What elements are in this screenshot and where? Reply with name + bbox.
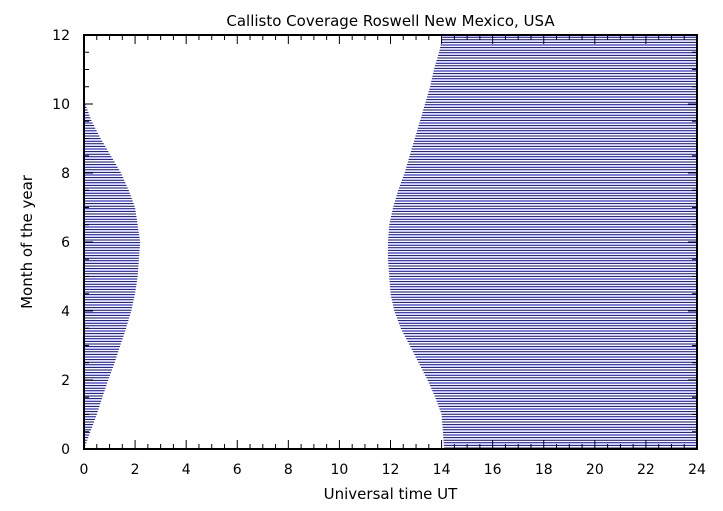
x-tick-label: 24 [688, 462, 706, 478]
x-tick-label: 18 [535, 462, 553, 478]
coverage-hatch-layer [84, 36, 697, 449]
x-tick-label: 20 [586, 462, 604, 478]
y-tick-label: 8 [61, 166, 70, 182]
x-tick-label: 2 [131, 462, 140, 478]
chart-title: Callisto Coverage Roswell New Mexico, US… [226, 12, 555, 30]
x-tick-label: 8 [284, 462, 293, 478]
y-axis-label: Month of the year [18, 174, 36, 309]
y-tick-label: 10 [52, 97, 70, 113]
x-axis-label: Universal time UT [324, 485, 459, 503]
x-tick-label: 16 [484, 462, 502, 478]
x-tick-label: 22 [637, 462, 655, 478]
y-tick-label: 2 [61, 373, 70, 389]
x-tick-label: 14 [433, 462, 451, 478]
x-tick-label: 10 [331, 462, 349, 478]
x-tick-label: 4 [182, 462, 191, 478]
y-tick-label: 6 [61, 235, 70, 251]
y-tick-label: 0 [61, 442, 70, 458]
y-tick-label: 12 [52, 28, 70, 44]
y-tick-label: 4 [61, 304, 70, 320]
x-tick-label: 6 [233, 462, 242, 478]
x-tick-label: 0 [80, 462, 89, 478]
x-tick-label: 12 [382, 462, 400, 478]
